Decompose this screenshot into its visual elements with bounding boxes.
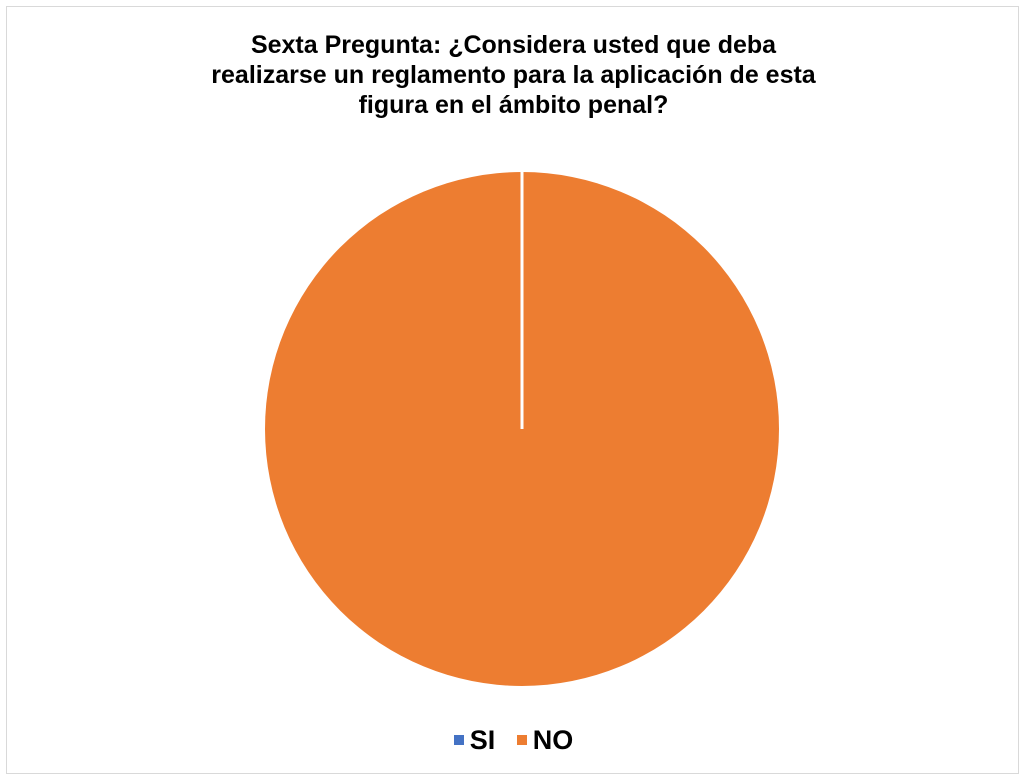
legend-swatch-si [453, 734, 464, 745]
chart-title-line-2: realizarse un reglamento para la aplicac… [211, 61, 816, 89]
pie-slices [265, 172, 779, 686]
legend-item-si: SI [453, 722, 496, 758]
legend-label-si: SI [469, 725, 496, 755]
chart-title-line-3: figura en el ámbito penal? [358, 91, 669, 119]
chart-title-line-1: Sexta Pregunta: ¿Considera usted que deb… [250, 31, 777, 59]
chart-title: Sexta Pregunta: ¿Considera usted que deb… [0, 30, 1027, 120]
legend-swatch-no [516, 734, 527, 745]
legend-item-no: NO [516, 722, 574, 758]
legend-label-no: NO [532, 725, 574, 755]
chart-legend: SI NO [0, 722, 1027, 758]
